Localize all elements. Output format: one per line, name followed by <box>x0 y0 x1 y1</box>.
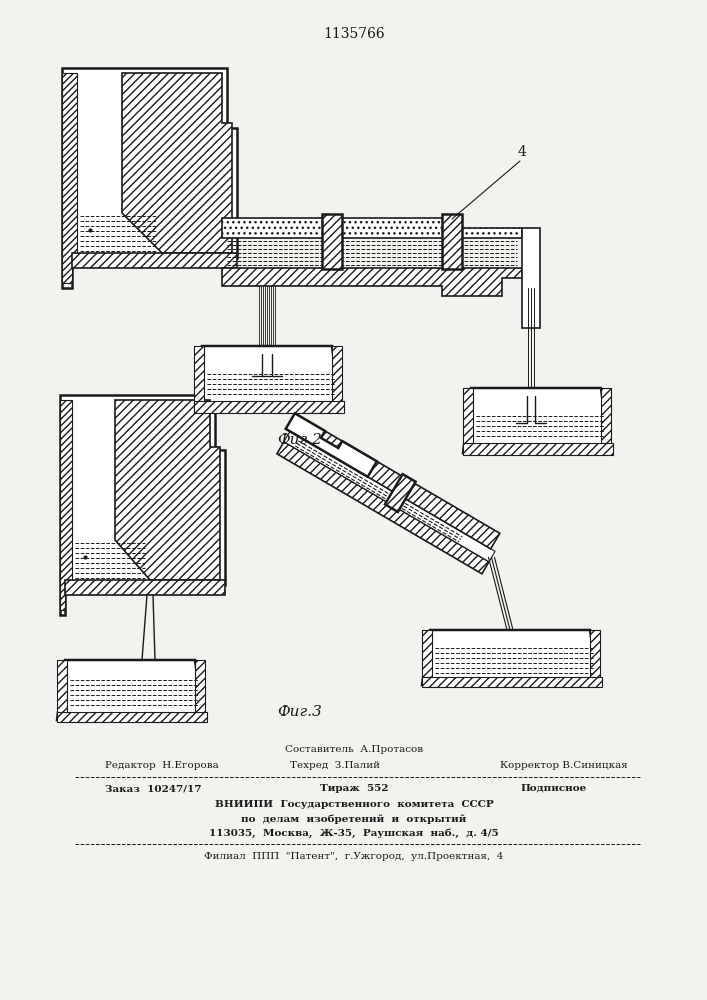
Text: Заказ  10247/17: Заказ 10247/17 <box>105 784 201 793</box>
Bar <box>57 660 67 720</box>
Polygon shape <box>115 400 220 580</box>
Bar <box>601 388 611 453</box>
Polygon shape <box>463 388 609 453</box>
Bar <box>57 712 207 722</box>
Polygon shape <box>60 400 72 610</box>
Text: Филиал  ППП  "Патент",  г.Ужгород,  ул.Проектная,  4: Филиал ППП "Патент", г.Ужгород, ул.Проек… <box>204 852 503 861</box>
Text: по  делам  изобретений  и  открытий: по делам изобретений и открытий <box>241 814 467 824</box>
Polygon shape <box>57 660 203 720</box>
Text: Тираж  552: Тираж 552 <box>320 784 389 793</box>
Polygon shape <box>286 413 500 549</box>
Polygon shape <box>277 442 489 574</box>
Polygon shape <box>122 73 232 253</box>
Bar <box>522 228 540 328</box>
Polygon shape <box>222 218 522 238</box>
Text: Редактор  Н.Егорова: Редактор Н.Егорова <box>105 761 218 770</box>
Text: Фиг.3: Фиг.3 <box>278 705 322 719</box>
Bar <box>442 214 462 269</box>
Text: 1135766: 1135766 <box>323 27 385 41</box>
Polygon shape <box>222 268 522 296</box>
Bar <box>332 346 342 411</box>
Text: ВНИИПИ  Государственного  комитета  СССР: ВНИИПИ Государственного комитета СССР <box>215 800 493 809</box>
Text: Техред  З.Палий: Техред З.Палий <box>290 761 380 770</box>
Text: Фиг.2: Фиг.2 <box>278 433 322 447</box>
Bar <box>195 660 205 720</box>
Bar <box>194 346 204 411</box>
Text: Подписное: Подписное <box>520 784 586 793</box>
Polygon shape <box>286 413 377 477</box>
Bar <box>322 214 342 269</box>
Text: Составитель  А.Протасов: Составитель А.Протасов <box>285 745 423 754</box>
Polygon shape <box>62 68 237 288</box>
Bar <box>590 630 600 685</box>
Bar <box>194 401 344 413</box>
Bar <box>422 677 602 687</box>
Bar <box>422 630 432 685</box>
Text: 113035,  Москва,  Ж-35,  Раушская  наб.,  д. 4/5: 113035, Москва, Ж-35, Раушская наб., д. … <box>209 828 499 838</box>
Text: 4: 4 <box>518 145 527 159</box>
Text: Корректор В.Синицкая: Корректор В.Синицкая <box>500 761 628 770</box>
Polygon shape <box>65 580 225 595</box>
Polygon shape <box>284 431 495 562</box>
Polygon shape <box>60 395 225 615</box>
Polygon shape <box>385 474 416 512</box>
Polygon shape <box>194 346 340 411</box>
Polygon shape <box>422 630 598 685</box>
Polygon shape <box>72 253 237 268</box>
Polygon shape <box>62 73 77 283</box>
Bar <box>463 443 613 455</box>
Bar <box>463 388 473 453</box>
